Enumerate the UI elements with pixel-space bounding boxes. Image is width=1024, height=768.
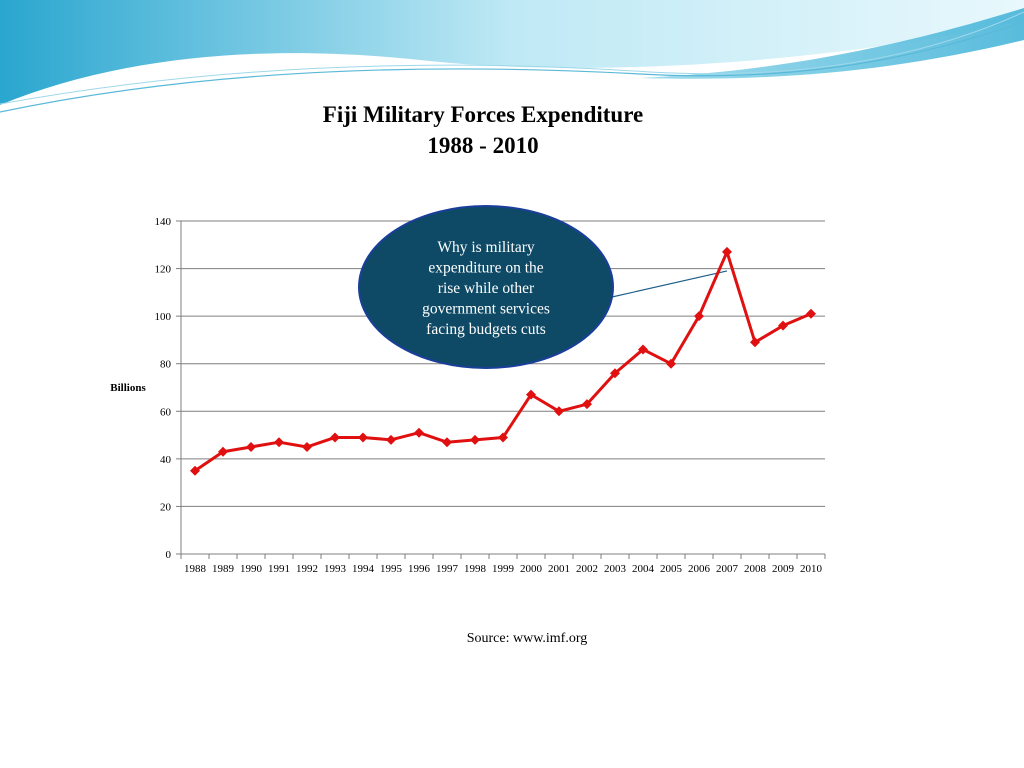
data-point-2008: [750, 337, 760, 348]
data-point-1989: [218, 446, 228, 457]
x-tick-label: 1992: [296, 563, 318, 575]
x-tick-label: 1993: [324, 563, 347, 575]
x-tick-label: 2000: [520, 563, 543, 575]
series-expenditure: [190, 246, 816, 476]
x-tick-label: 1988: [184, 563, 207, 575]
data-point-1991: [274, 437, 284, 448]
x-tick-label: 1989: [212, 563, 235, 575]
data-point-1992: [302, 441, 312, 452]
wave-band-main: [0, 0, 1024, 105]
y-tick-label: 60: [160, 406, 172, 418]
data-point-1997: [442, 437, 452, 448]
x-tick-label: 1995: [380, 563, 403, 575]
data-point-1996: [414, 427, 424, 438]
data-point-2010: [806, 308, 816, 319]
wave-band-right: [640, 8, 1024, 79]
data-point-2005: [666, 358, 676, 369]
data-point-1994: [358, 432, 368, 443]
x-tick-label: 2009: [772, 563, 795, 575]
data-point-1998: [470, 434, 480, 445]
x-tick-label: 1996: [408, 563, 431, 575]
data-point-2009: [778, 320, 788, 331]
x-tick-label: 1998: [464, 563, 487, 575]
y-tick-label: 100: [155, 311, 172, 323]
y-tick-label: 20: [160, 501, 172, 513]
x-tick-label: 2010: [800, 563, 823, 575]
x-tick-label: 2001: [548, 563, 570, 575]
data-point-2003: [610, 368, 620, 379]
header-wave-decoration: [0, 0, 1024, 113]
x-tick-label: 2005: [660, 563, 683, 575]
data-point-2001: [554, 406, 564, 417]
x-tick-label: 2002: [576, 563, 598, 575]
y-tick-label: 80: [160, 359, 172, 371]
wave-line-2: [0, 11, 1024, 105]
callout-text-line: rise while other: [438, 280, 535, 297]
callout-bubble: [358, 205, 614, 369]
data-point-2004: [638, 344, 648, 355]
y-tick-label: 0: [166, 549, 172, 561]
data-point-2000: [526, 389, 536, 400]
callout-pointer-line: [611, 270, 728, 298]
x-tick-label: 2004: [632, 563, 655, 575]
y-tick-labels: 0 20 40 60 80 100 120 140: [155, 216, 172, 561]
data-point-1993: [330, 432, 340, 443]
chart-title-line1: Fiji Military Forces Expenditure: [322, 102, 644, 127]
annotation-callout: Why is military expenditure on the rise wh…: [358, 205, 728, 369]
x-tick-label: 2008: [744, 563, 767, 575]
callout-text-line: expenditure on the: [428, 260, 543, 277]
wave-line-1: [0, 21, 1024, 113]
data-point-1990: [246, 441, 256, 452]
callout-text: Why is military expenditure on the rise wh…: [422, 239, 550, 338]
x-tick-label: 1997: [436, 563, 459, 575]
y-tick-label: 140: [155, 216, 172, 228]
source-note: Source: www.imf.org: [466, 631, 588, 646]
x-tick-labels: 1988 1989 1990 1991 1992 1993 1994 1995 1996 1997…: [184, 563, 823, 575]
y-axis-label: Billions: [110, 382, 146, 394]
x-tick-label: 2003: [604, 563, 627, 575]
x-tick-label: 2007: [716, 563, 739, 575]
axes: [176, 220, 826, 559]
callout-text-line: Why is military: [437, 239, 535, 256]
data-point-2006: [694, 311, 704, 322]
chart-title-line2: 1988 - 2010: [427, 133, 539, 158]
x-tick-label: 1991: [268, 563, 290, 575]
data-point-1999: [498, 432, 508, 443]
data-point-2002: [582, 399, 592, 410]
x-tick-label: 1994: [352, 563, 375, 575]
callout-text-line: facing budgets cuts: [426, 321, 546, 338]
x-tick-label: 2006: [688, 563, 711, 575]
y-tick-label: 120: [155, 264, 172, 276]
x-tick-label: 1999: [492, 563, 515, 575]
y-tick-label: 40: [160, 454, 172, 466]
data-point-1995: [386, 434, 396, 445]
data-point-2007: [722, 246, 732, 257]
callout-text-line: government services: [422, 301, 550, 318]
x-tick-label: 1990: [240, 563, 263, 575]
data-point-1988: [190, 465, 200, 476]
